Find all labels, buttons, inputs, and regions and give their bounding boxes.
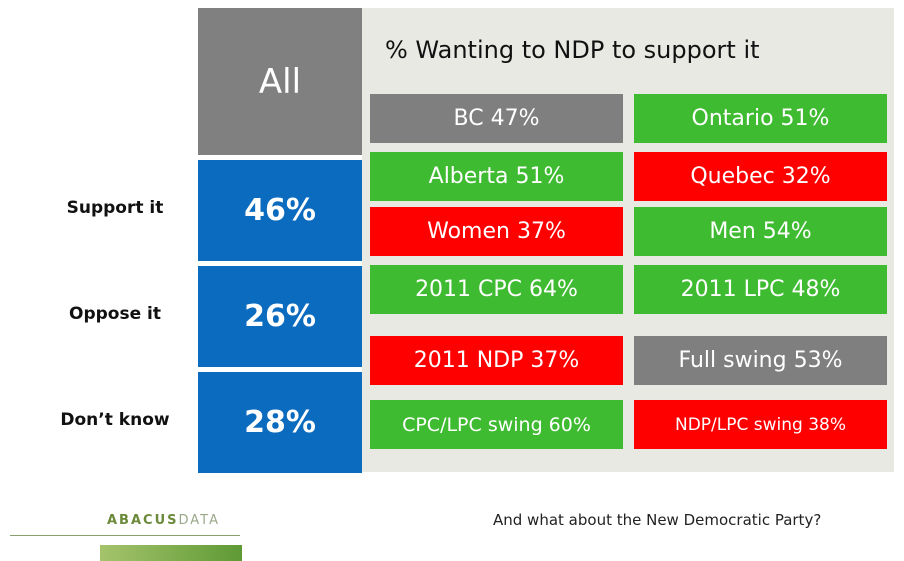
panel-cell: 2011 NDP 37% bbox=[370, 336, 623, 385]
all-header: All bbox=[198, 8, 362, 155]
all-value: 46% bbox=[198, 160, 362, 261]
row-label: Oppose it bbox=[69, 304, 161, 324]
all-value: 26% bbox=[198, 266, 362, 367]
footer: And what about the New Democratic Party? bbox=[493, 511, 822, 529]
panel-cell: Quebec 32% bbox=[634, 152, 887, 201]
panel-cell: Women 37% bbox=[370, 207, 623, 256]
row-label: Don’t know bbox=[60, 410, 170, 430]
panel-cell: CPC/LPC swing 60% bbox=[370, 400, 623, 449]
panel-cell: NDP/LPC swing 38% bbox=[634, 400, 887, 449]
panel-cell: 2011 LPC 48% bbox=[634, 265, 887, 314]
all-value: 28% bbox=[198, 372, 362, 473]
panel-cell: BC 47% bbox=[370, 94, 623, 143]
panel-cell: Ontario 51% bbox=[634, 94, 887, 143]
panel-cell: Full swing 53% bbox=[634, 336, 887, 385]
logo-bar bbox=[100, 545, 242, 561]
logo-line bbox=[10, 535, 240, 536]
logo-word: DATA bbox=[178, 513, 220, 528]
panel-cell: Men 54% bbox=[634, 207, 887, 256]
logo-word: ABACUS bbox=[107, 513, 179, 528]
logo: ABACUSDATA bbox=[107, 513, 220, 528]
panel-cell: 2011 CPC 64% bbox=[370, 265, 623, 314]
panel-title: % Wanting to NDP to support it bbox=[385, 36, 760, 64]
row-label: Support it bbox=[66, 198, 164, 218]
panel-cell: Alberta 51% bbox=[370, 152, 623, 201]
